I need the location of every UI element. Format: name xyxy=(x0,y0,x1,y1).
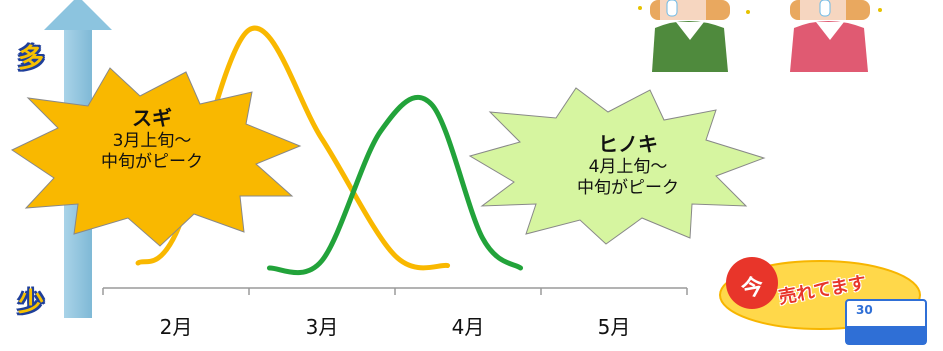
sugi-callout-burst xyxy=(10,67,302,247)
sugi-callout: スギ 3月上旬～ 中旬がピーク xyxy=(94,106,210,174)
x-axis: 2月 3月 4月 5月 xyxy=(102,287,688,339)
kids-illustration xyxy=(638,0,882,72)
hinoki-callout-burst xyxy=(468,87,766,245)
sugi-callout-line1: 3月上旬～ xyxy=(112,131,192,151)
hinoki-callout-line1: 4月上旬～ xyxy=(588,157,668,177)
ad-product-count: 30 xyxy=(856,303,873,317)
hinoki-series-line xyxy=(266,94,524,276)
x-tick-label: 3月 xyxy=(306,315,339,339)
hinoki-callout: ヒノキ 4月上旬～ 中旬がピーク xyxy=(566,132,690,200)
hinoki-callout-line2: 中旬がピーク xyxy=(577,178,679,199)
x-tick-label: 4月 xyxy=(452,315,485,339)
hinoki-callout-title: ヒノキ xyxy=(598,132,658,156)
sugi-callout-title: スギ xyxy=(132,106,172,130)
y-axis-high-label: 多 xyxy=(18,44,45,74)
sugi-series-line xyxy=(135,25,451,271)
sugi-callout-line2: 中旬がピーク xyxy=(101,152,203,173)
sales-badge xyxy=(719,257,927,345)
x-tick-label: 5月 xyxy=(598,315,631,339)
x-tick-label: 2月 xyxy=(160,315,193,339)
y-axis-low-label: 少 xyxy=(18,288,45,318)
